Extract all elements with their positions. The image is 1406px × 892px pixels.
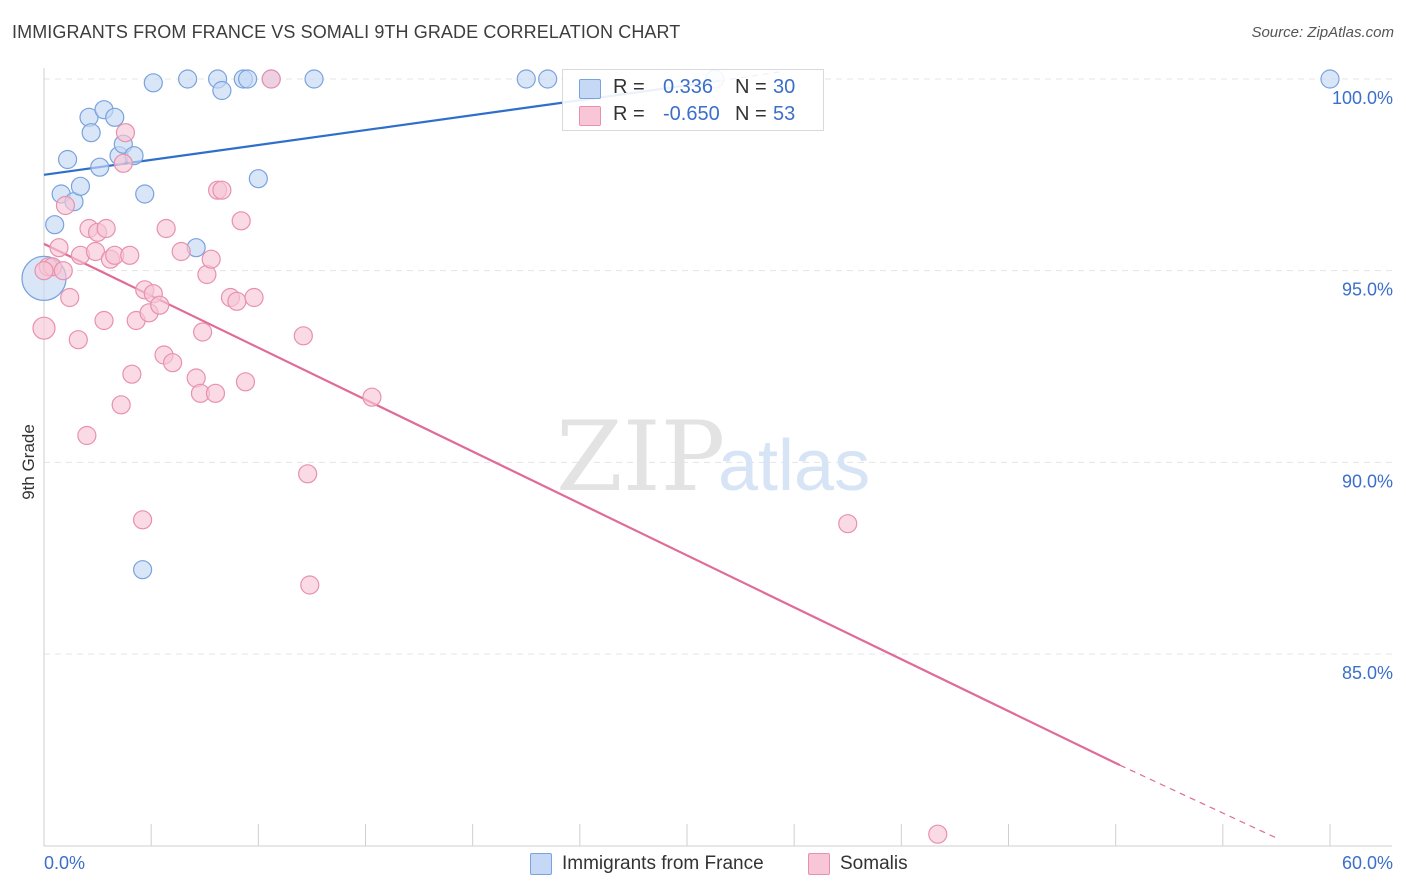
data-point-somalis [77,425,97,446]
x-tick-label-min: 0.0% [44,853,85,873]
data-point-france [45,215,65,235]
data-point-france [212,80,232,101]
data-point-somalis [212,180,232,200]
data-point-somalis [94,310,114,331]
data-point-france [516,69,536,89]
data-point-france [304,69,324,89]
data-point-somalis [838,514,858,534]
legend-swatch-somalis [579,106,601,126]
data-point-france [105,107,125,127]
legend-n-value-somalis: 53 [773,103,796,125]
data-point-france [135,184,155,204]
trend-line-somalis [43,242,1121,767]
data-point-france [70,176,91,196]
legend-swatch-france [579,79,601,99]
data-point-somalis [235,372,256,392]
data-point-somalis [132,510,153,530]
data-point-somalis [163,353,183,373]
trend-line-extension-somalis [1119,764,1277,839]
data-point-somalis [115,123,136,143]
data-point-france [1320,69,1340,89]
data-point-somalis [293,326,313,346]
data-point-somalis [96,218,116,239]
data-point-somalis [34,261,54,281]
legend-n-label: N = [735,76,767,98]
data-point-somalis [49,238,69,258]
watermark-zip: ZIP [556,401,725,513]
data-point-somalis [150,295,170,315]
watermark: ZIP atlas [556,401,870,513]
data-point-france [132,560,153,580]
gridlines [44,78,1392,655]
bottom-legend-label-somalis: Somalis [840,853,908,874]
data-point-somalis [85,241,106,262]
data-point-somalis [205,383,226,403]
data-point-france [248,169,268,189]
chart-title: IMMIGRANTS FROM FRANCE VS SOMALI 9TH GRA… [12,22,681,42]
data-point-somalis [60,287,80,308]
data-point-somalis [113,153,133,173]
y-tick-label: 85.0% [1342,663,1393,683]
data-point-somalis [201,249,221,269]
y-tick-labels: 100.0% 95.0% 90.0% 85.0% [1332,88,1393,683]
data-point-somalis [111,395,131,415]
data-point-france [538,69,558,89]
y-axis-label: 9th Grade [19,424,38,500]
data-point-somalis [68,330,88,350]
data-point-somalis [32,316,56,340]
data-point-somalis [231,211,251,231]
data-point-france [81,123,101,143]
bottom-legend-swatch-france [530,853,552,875]
data-point-somalis [120,245,140,265]
legend-r-label: R = [613,103,645,125]
data-point-somalis [362,387,382,407]
source-label: Source: ZipAtlas.com [1251,24,1394,41]
data-point-somalis [244,287,264,308]
legend-n-value-france: 30 [773,76,796,98]
data-point-france [178,69,198,89]
data-point-france [57,149,78,170]
data-point-somalis [193,322,213,342]
data-point-france [238,69,258,89]
data-point-somalis [300,575,320,595]
data-point-somalis [156,218,176,239]
data-point-somalis [298,464,318,484]
x-tick-label-max: 60.0% [1342,853,1393,873]
legend-n-label: N = [735,103,767,125]
data-point-france [143,73,163,93]
data-point-france [90,157,110,177]
bottom-legend-label-france: Immigrants from France [562,853,764,874]
x-tick-marks [150,824,1331,846]
data-point-somalis [227,291,247,311]
data-point-somalis [122,364,142,384]
y-tick-label: 90.0% [1342,471,1393,491]
legend-r-value-france: 0.336 [663,76,714,98]
data-point-somalis [53,261,73,281]
legend-r-label: R = [613,76,645,98]
correlation-legend: R = 0.336 N = 30 R = -0.650 N = 53 [562,69,824,131]
data-point-somalis [261,69,281,89]
y-tick-label: 95.0% [1342,280,1393,300]
data-point-somalis [55,195,76,216]
bottom-legend-swatch-somalis [808,853,830,875]
data-point-somalis [171,241,191,262]
y-tick-label: 100.0% [1332,88,1393,108]
axes [43,68,1392,847]
legend-r-value-somalis: -0.650 [663,103,720,125]
data-point-somalis [928,824,948,844]
watermark-atlas: atlas [718,426,870,506]
data-points [21,69,1340,844]
